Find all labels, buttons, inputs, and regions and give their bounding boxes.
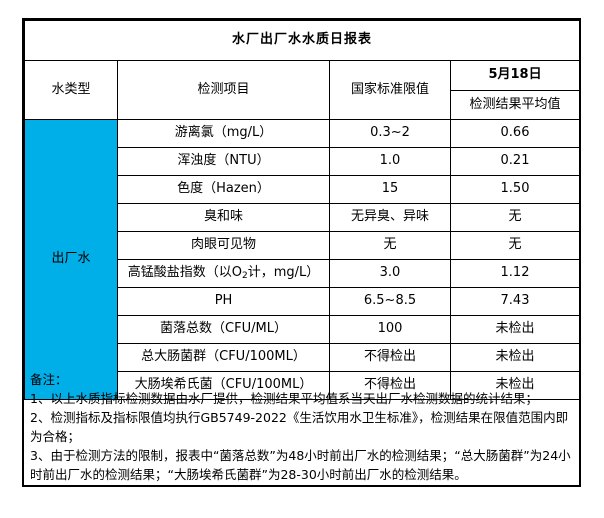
cell-standard: 1.0: [329, 147, 451, 176]
table-row: 高锰酸盐指数（以O2计，mg/L） 3.0 1.12: [25, 259, 581, 288]
cell-test-item: 浑浊度（NTU）: [117, 147, 330, 176]
cell-test-item: 高锰酸盐指数（以O2计，mg/L）: [117, 259, 330, 288]
table-row: 色度（Hazen） 15 1.50: [25, 175, 581, 204]
table-row: 大肠埃希氏菌（CFU/100ML） 不得检出 未检出: [25, 371, 581, 400]
header-row-primary: 水类型 检测项目 国家标准限值 5月18日: [24, 60, 581, 120]
table-row: 出厂水 游离氯（mg/L） 0.3~2 0.66: [24, 119, 581, 400]
header-row-secondary: 检测结果平均值: [25, 90, 581, 120]
page-title: 水厂出厂水水质日报表: [23, 20, 581, 61]
cell-test-item: 大肠埃希氏菌（CFU/100ML）: [117, 371, 330, 400]
note-item-3: 3、由于检测方法的限制，报表中“菌落总数”为48小时前出厂水的检测结果；“总大肠…: [30, 448, 571, 482]
cell-average: 无: [449, 203, 581, 232]
notes-section: 备注： 1、以上水质指标检测数据由水厂提供，检测结果平均值系当天出厂水检测数据的…: [24, 362, 579, 487]
note-item-2: 2、检测指标及指标限值均执行GB5749-2022《生活饮用水卫生标准》，检测结…: [30, 410, 569, 444]
cell-average: 1.12: [449, 259, 581, 288]
cell-standard: 无: [329, 231, 451, 260]
header-national-standard: 国家标准限值: [329, 60, 451, 120]
cell-test-item: 肉眼可见物: [117, 231, 330, 260]
cell-test-item-prefix: 高锰酸盐指数（以O: [127, 264, 242, 280]
cell-average: 7.43: [449, 287, 581, 316]
cell-average: 未检出: [449, 343, 581, 372]
cell-test-item: 游离氯（mg/L）: [117, 119, 330, 148]
notes-heading: 备注：: [30, 372, 68, 387]
table-row: 肉眼可见物 无 无: [25, 231, 581, 260]
cell-average: 未检出: [449, 371, 581, 400]
cell-test-item-suffix: 计，mg/L）: [247, 264, 320, 280]
cell-standard: 无异臭、异味: [329, 203, 451, 232]
cell-average: 无: [449, 231, 581, 260]
header-water-type: 水类型: [24, 60, 118, 120]
cell-standard: 不得检出: [329, 371, 451, 400]
cell-water-type-value: 出厂水: [24, 119, 118, 400]
cell-test-item: PH: [117, 287, 330, 316]
cell-standard: 6.5~8.5: [329, 287, 451, 316]
table-row: 臭和味 无异臭、异味 无: [25, 203, 581, 232]
cell-test-item: 色度（Hazen）: [117, 175, 330, 204]
cell-average: 1.50: [449, 175, 581, 204]
cell-standard: 3.0: [329, 259, 451, 288]
report-table: 水厂出厂水水质日报表 水类型 检测项目 国家标准限值 5月18日 检测结果平均值…: [23, 20, 581, 400]
cell-standard: 100: [329, 315, 451, 344]
header-result-average: 检测结果平均值: [449, 90, 581, 120]
cell-test-item: 臭和味: [117, 203, 330, 232]
table-row: 菌落总数（CFU/ML） 100 未检出: [25, 315, 581, 344]
cell-average: 未检出: [449, 315, 581, 344]
cell-standard: 15: [329, 175, 451, 204]
cell-test-item: 菌落总数（CFU/ML）: [117, 315, 330, 344]
cell-test-item-subscript: 2: [241, 270, 248, 281]
cell-average: 0.21: [449, 147, 581, 176]
table-row: 浑浊度（NTU） 1.0 0.21: [25, 147, 581, 176]
header-report-date: 5月18日: [449, 60, 581, 91]
report-table-body: 水厂出厂水水质日报表 水类型 检测项目 国家标准限值 5月18日 检测结果平均值…: [23, 20, 581, 400]
header-test-item: 检测项目: [117, 60, 330, 120]
cell-standard: 0.3~2: [329, 119, 451, 148]
table-row: PH 6.5~8.5 7.43: [25, 287, 581, 316]
water-quality-report: 水厂出厂水水质日报表 水类型 检测项目 国家标准限值 5月18日 检测结果平均值…: [22, 18, 581, 487]
title-row: 水厂出厂水水质日报表: [23, 20, 581, 61]
note-item-1: 1、以上水质指标检测数据由水厂提供，检测结果平均值系当天出厂水检测数据的统计结果…: [30, 391, 538, 406]
cell-average: 0.66: [449, 119, 581, 148]
